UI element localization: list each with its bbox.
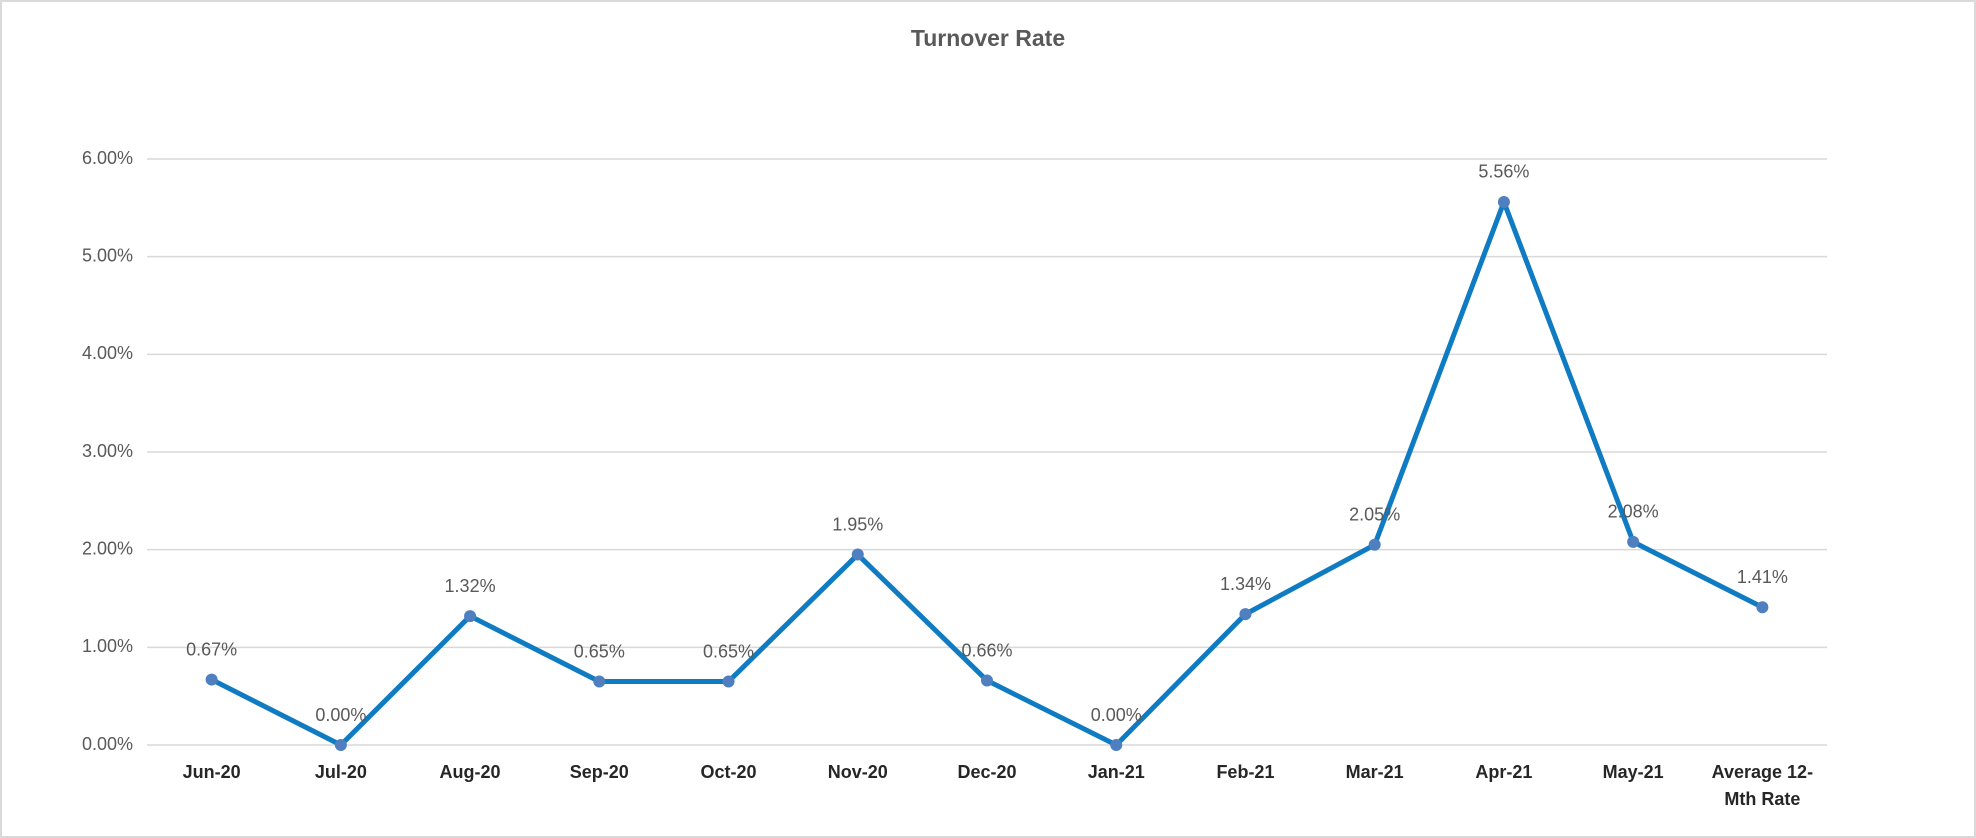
data-label: 1.32%	[445, 576, 496, 596]
x-tick-label: Aug-20	[439, 762, 501, 782]
data-label: 5.56%	[1478, 162, 1529, 182]
x-tick-label: Apr-21	[1475, 762, 1533, 782]
x-tick-label: Dec-20	[957, 762, 1017, 782]
x-tick-label: Jan-21	[1087, 762, 1145, 782]
x-tick-label: Nov-20	[827, 762, 888, 782]
y-tick-label: 1.00%	[82, 636, 133, 656]
data-label: 2.08%	[1608, 502, 1659, 522]
data-label: 2.05%	[1349, 505, 1400, 525]
y-tick-label: 0.00%	[82, 734, 133, 754]
data-point	[722, 675, 735, 688]
data-label: 1.34%	[1220, 574, 1271, 594]
chart-title: Turnover Rate	[911, 25, 1065, 51]
y-tick-label: 5.00%	[82, 245, 133, 265]
x-tick-label: Mar-21	[1345, 762, 1404, 782]
data-point	[981, 674, 993, 687]
data-point	[334, 739, 347, 751]
data-label: 0.65%	[703, 641, 754, 661]
y-tick-label: 6.00%	[82, 148, 133, 168]
data-point	[205, 673, 218, 686]
x-tick-label: Jun-20	[182, 762, 241, 782]
y-tick-label: 3.00%	[82, 441, 133, 461]
data-point	[464, 610, 477, 623]
data-point	[1239, 608, 1252, 621]
x-tick-label: Sep-20	[569, 762, 629, 782]
data-label: 1.41%	[1737, 567, 1788, 587]
data-label: 1.95%	[832, 514, 883, 534]
x-tick-label: Average 12-Mth Rate	[1711, 762, 1814, 809]
data-point	[1497, 195, 1510, 208]
data-point	[1368, 538, 1381, 551]
data-point	[1110, 739, 1123, 751]
data-label: 0.00%	[315, 705, 366, 725]
data-label: 0.66%	[961, 640, 1012, 660]
data-label: 0.00%	[1091, 705, 1142, 725]
data-label: 0.67%	[186, 639, 237, 659]
data-point	[1756, 601, 1769, 614]
y-tick-label: 4.00%	[82, 343, 133, 363]
data-label: 0.65%	[574, 641, 625, 661]
data-point	[593, 675, 606, 688]
x-tick-label: Feb-21	[1216, 762, 1275, 782]
x-tick-label: Jul-20	[314, 762, 367, 782]
data-point	[851, 548, 864, 561]
x-tick-label: Oct-20	[700, 762, 757, 782]
x-tick-label: May-21	[1602, 762, 1664, 782]
y-tick-label: 2.00%	[82, 538, 133, 558]
data-point	[1627, 535, 1640, 548]
